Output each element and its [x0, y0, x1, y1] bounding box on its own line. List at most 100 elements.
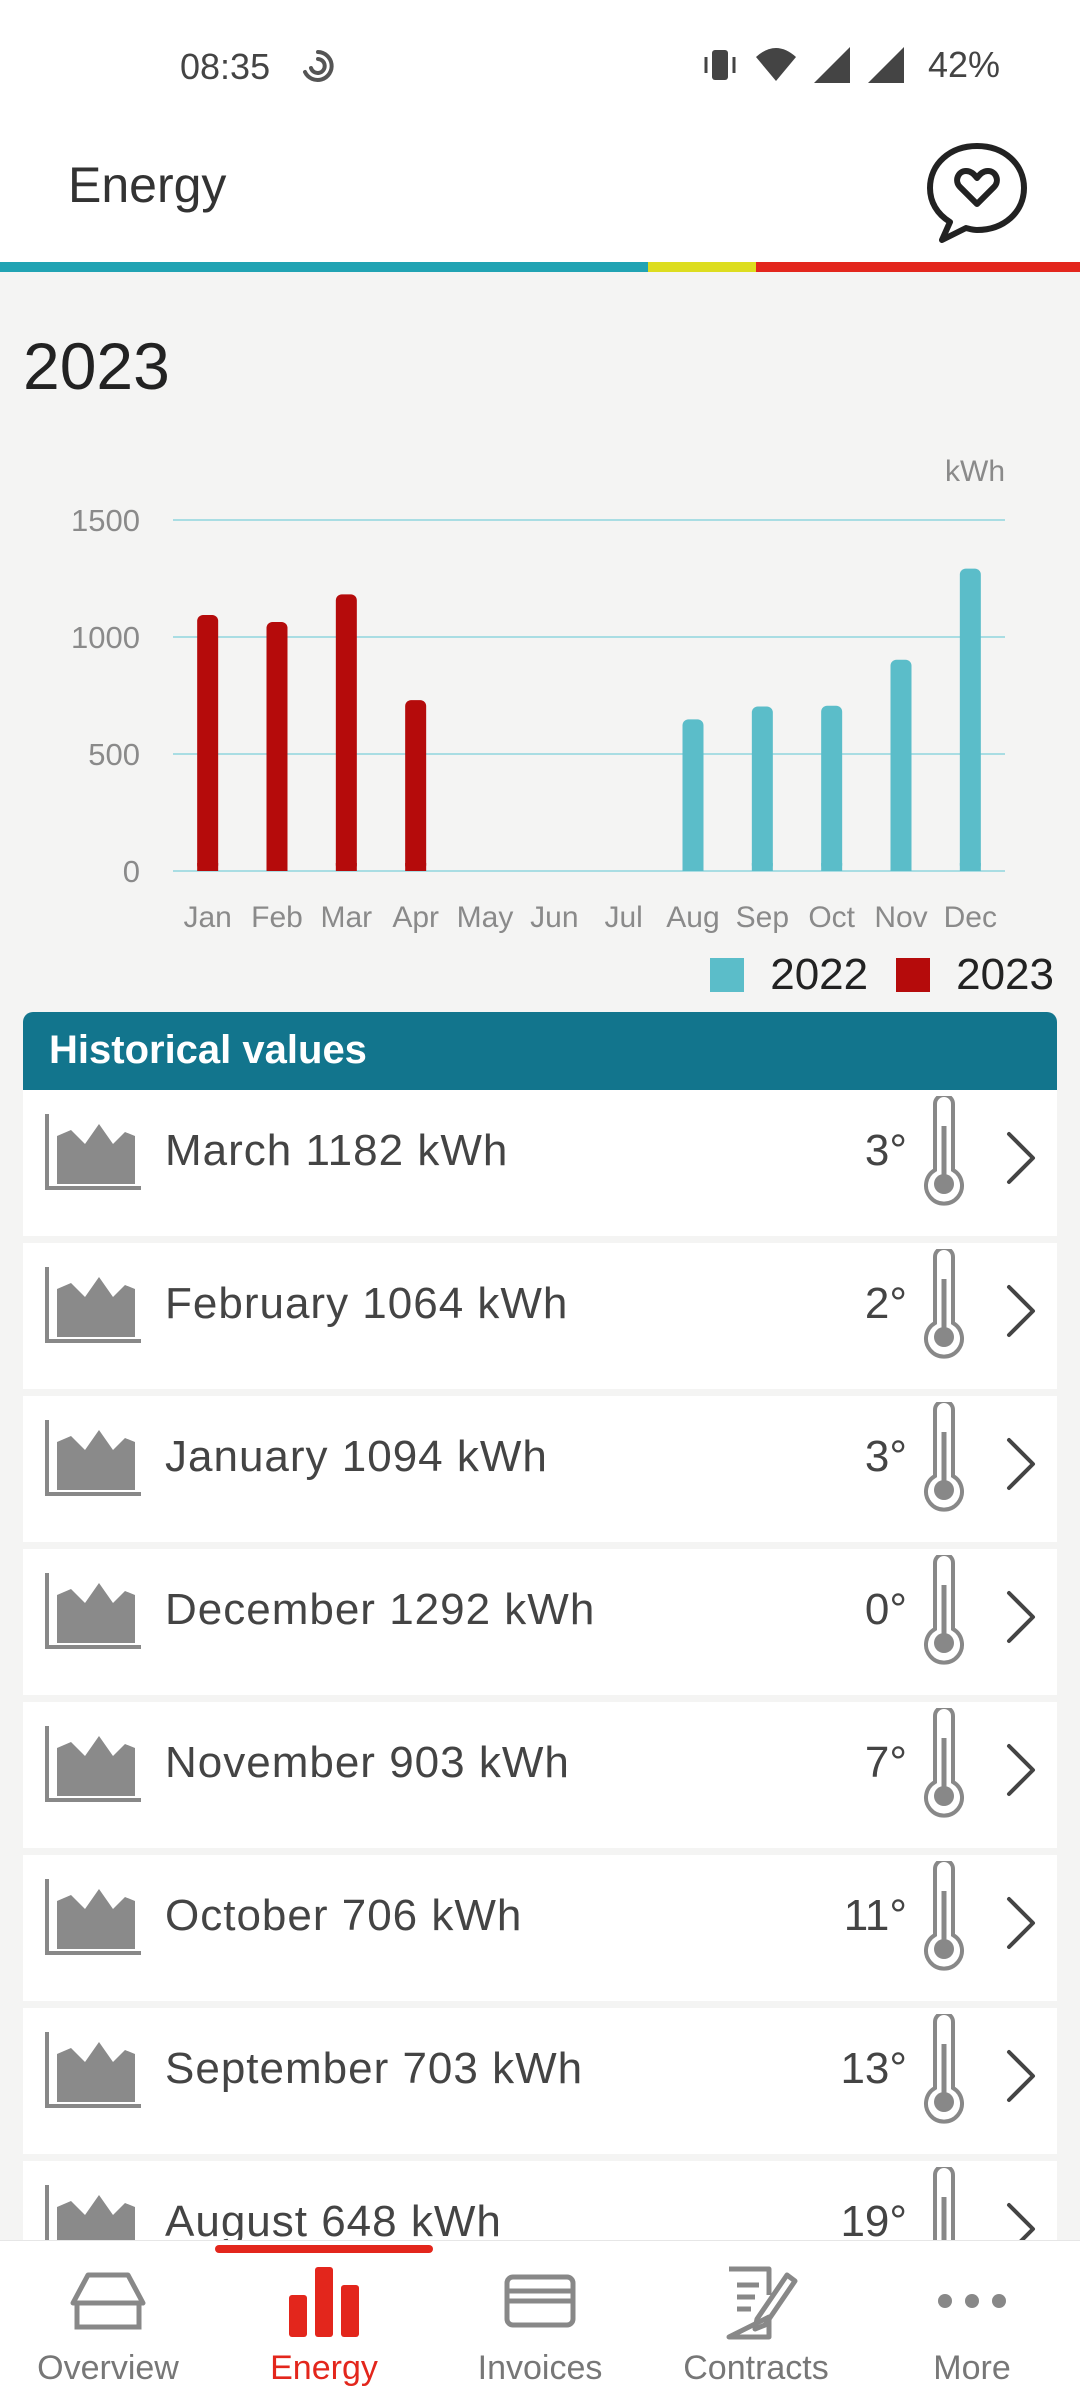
legend-item-2023: 2023: [896, 950, 1054, 1000]
chart-xtick-label: Sep: [736, 901, 789, 934]
chart-bar-base-2022: [682, 863, 704, 871]
chart-bar-base-2023: [197, 863, 219, 871]
nav-item-energy[interactable]: Energy: [216, 2241, 432, 2401]
heart-chat-icon[interactable]: [922, 136, 1032, 246]
nav-label-more: More: [933, 2349, 1011, 2387]
chart-bar-2022: [959, 568, 981, 871]
thermometer-icon: [932, 2167, 956, 2240]
chevron-right-icon: [1007, 1285, 1035, 1337]
chart-xtick-label: Jun: [530, 901, 578, 934]
page-title: Energy: [68, 157, 227, 213]
chevron-right-icon: [1007, 2050, 1035, 2102]
chart-ytick-label: 0: [123, 854, 140, 889]
area-chart-icon: [45, 1420, 141, 1496]
nav-item-overview[interactable]: Overview: [0, 2241, 216, 2401]
history-row[interactable]: December 1292 kWh 0°: [23, 1549, 1057, 1695]
chart-bar-2022: [682, 719, 704, 871]
chevron-right-icon: [1007, 1132, 1035, 1184]
nav-label-energy: Energy: [270, 2349, 378, 2387]
chart-bar-2023: [335, 594, 357, 871]
status-time: 08:35: [180, 46, 271, 87]
history-row[interactable]: August 648 kWh 19°: [23, 2161, 1057, 2240]
history-row-temperature: 3°: [864, 1432, 907, 1481]
overview-icon: [70, 2272, 146, 2330]
active-tab-indicator: [215, 2245, 433, 2253]
legend-swatch-2022: [710, 958, 745, 992]
area-chart-icon: [45, 1267, 141, 1343]
chart-bar-base-2022: [959, 863, 981, 871]
area-chart-icon: [45, 2032, 141, 2108]
signal-icon: [813, 47, 850, 83]
chart-bar-base-2023: [335, 863, 357, 871]
area-chart-icon: [45, 1573, 141, 1649]
energy-bar-chart: kWh 0 500 1000 1500 Jan Feb Mar Apr May Jun Jul Aug S…: [71, 455, 1005, 934]
history-row-temperature: 19°: [840, 2197, 907, 2240]
chart-xtick-label: Apr: [392, 901, 439, 934]
chevron-right-icon: [1007, 1591, 1035, 1643]
thermometer-icon: [924, 1555, 964, 1665]
nav-item-more[interactable]: More: [864, 2241, 1080, 2401]
legend-item-2022: 2022: [710, 950, 868, 1000]
chart-legend: 2022 2023: [682, 950, 1054, 1000]
history-row-temperature: 2°: [864, 1279, 907, 1328]
chart-bar-base-2022: [890, 863, 912, 871]
historical-values-list: March 1182 kWh 3° February 1064 kWh 2° Janua…: [23, 1090, 1057, 2240]
history-row[interactable]: March 1182 kWh 3°: [23, 1090, 1057, 1236]
history-row-temperature: 11°: [843, 1891, 907, 1940]
thermometer-icon: [924, 1249, 964, 1359]
chart-xtick-label: Dec: [944, 901, 997, 934]
area-chart-icon: [45, 1726, 141, 1802]
history-row-label: September 703 kWh: [165, 2044, 584, 2093]
contracts-icon: [726, 2266, 798, 2340]
chart-bar-base-2022: [751, 863, 773, 871]
nav-item-invoices[interactable]: Invoices: [432, 2241, 648, 2401]
nav-item-contracts[interactable]: Contracts: [648, 2241, 864, 2401]
wifi-icon: [755, 48, 796, 81]
chart-xtick-label: May: [457, 901, 514, 934]
chevron-right-icon: [1007, 1897, 1035, 1949]
chevron-right-icon: [1007, 1744, 1035, 1796]
thermometer-icon: [924, 1861, 964, 1971]
thermometer-icon: [924, 1402, 964, 1512]
chart-xtick-label: Oct: [808, 901, 855, 934]
strip-yellow: [648, 262, 756, 272]
chart-ytick-label: 1000: [71, 620, 140, 655]
history-row[interactable]: September 703 kWh 13°: [23, 2008, 1057, 2154]
history-row-label: August 648 kWh: [165, 2197, 502, 2240]
nav-label-contracts: Contracts: [683, 2349, 829, 2387]
history-row-temperature: 3°: [864, 1126, 907, 1175]
area-chart-icon: [45, 2185, 135, 2240]
more-icon: [938, 2294, 1006, 2308]
nav-label-invoices: Invoices: [477, 2349, 603, 2387]
legend-label-2022: 2022: [770, 950, 869, 999]
chart-bar-base-2023: [266, 863, 288, 871]
history-row-label: October 706 kWh: [165, 1891, 523, 1940]
chart-bar-base-2022: [821, 863, 843, 871]
chart-bar-2023: [197, 615, 219, 871]
chart-xtick-label: Mar: [320, 901, 372, 934]
historical-values-header: Historical values: [23, 1012, 1057, 1090]
history-row[interactable]: October 706 kWh 11°: [23, 1855, 1057, 2001]
chart-bar-2023: [405, 700, 427, 871]
chart-xtick-label: Aug: [666, 901, 719, 934]
history-row[interactable]: November 903 kWh 7°: [23, 1702, 1057, 1848]
year-title: 2023: [23, 329, 170, 403]
chart-xtick-label: Nov: [874, 901, 927, 934]
vibrate-icon: [704, 50, 736, 80]
status-bar: 08:35 42%: [0, 0, 1080, 130]
chart-bar-2022: [890, 659, 912, 871]
chart-ytick-label: 1500: [71, 503, 140, 538]
legend-swatch-2023: [896, 958, 931, 992]
history-row[interactable]: February 1064 kWh 2°: [23, 1243, 1057, 1389]
history-row-label: January 1094 kWh: [165, 1432, 548, 1481]
history-row-label: February 1064 kWh: [165, 1279, 569, 1328]
chart-bar-2023: [266, 622, 288, 871]
chart-bar-2022: [821, 705, 843, 871]
chevron-right-icon: [1007, 2203, 1035, 2240]
energy-icon: [289, 2267, 359, 2337]
chart-ytick-label: 500: [88, 737, 140, 772]
history-row-temperature: 0°: [864, 1585, 907, 1634]
history-row[interactable]: January 1094 kWh 3°: [23, 1396, 1057, 1542]
chart-xtick-label: Jul: [604, 901, 642, 934]
nav-label-overview: Overview: [37, 2349, 179, 2387]
